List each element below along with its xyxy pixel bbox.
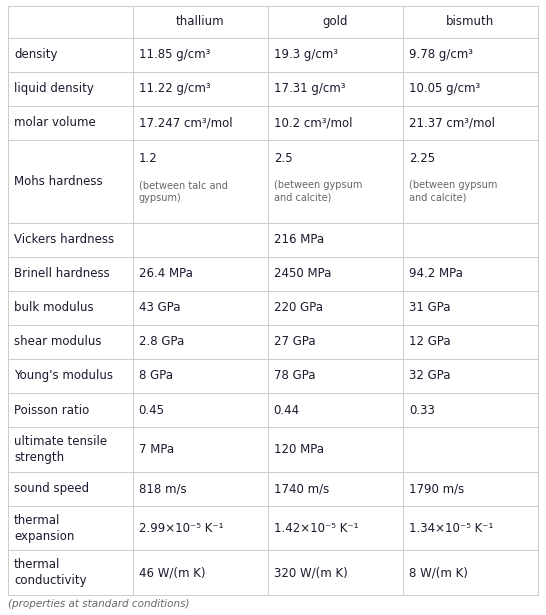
- Text: 320 W/(m K): 320 W/(m K): [274, 566, 347, 579]
- Text: 11.85 g/cm³: 11.85 g/cm³: [139, 49, 210, 62]
- Text: Mohs hardness: Mohs hardness: [14, 175, 103, 188]
- Text: Poisson ratio: Poisson ratio: [14, 403, 89, 416]
- Text: 1.2: 1.2: [139, 152, 157, 165]
- Text: 0.33: 0.33: [409, 403, 435, 416]
- Text: liquid density: liquid density: [14, 82, 94, 95]
- Text: (between gypsum
and calcite): (between gypsum and calcite): [409, 180, 497, 202]
- Text: 21.37 cm³/mol: 21.37 cm³/mol: [409, 116, 495, 129]
- Text: Brinell hardness: Brinell hardness: [14, 268, 110, 280]
- Text: 10.2 cm³/mol: 10.2 cm³/mol: [274, 116, 352, 129]
- Text: 32 GPa: 32 GPa: [409, 370, 450, 383]
- Text: 1740 m/s: 1740 m/s: [274, 482, 329, 495]
- Text: 7 MPa: 7 MPa: [139, 443, 174, 456]
- Text: 2450 MPa: 2450 MPa: [274, 268, 331, 280]
- Text: ultimate tensile
strength: ultimate tensile strength: [14, 435, 107, 464]
- Text: 9.78 g/cm³: 9.78 g/cm³: [409, 49, 473, 62]
- Text: thallium: thallium: [176, 15, 224, 28]
- Text: 1790 m/s: 1790 m/s: [409, 482, 464, 495]
- Text: 12 GPa: 12 GPa: [409, 335, 450, 349]
- Text: 31 GPa: 31 GPa: [409, 301, 450, 314]
- Text: 0.44: 0.44: [274, 403, 300, 416]
- Text: 46 W/(m K): 46 W/(m K): [139, 566, 205, 579]
- Text: 19.3 g/cm³: 19.3 g/cm³: [274, 49, 337, 62]
- Text: 17.247 cm³/mol: 17.247 cm³/mol: [139, 116, 232, 129]
- Text: shear modulus: shear modulus: [14, 335, 102, 349]
- Text: 43 GPa: 43 GPa: [139, 301, 180, 314]
- Text: 94.2 MPa: 94.2 MPa: [409, 268, 462, 280]
- Text: 818 m/s: 818 m/s: [139, 482, 186, 495]
- Text: 26.4 MPa: 26.4 MPa: [139, 268, 192, 280]
- Text: 10.05 g/cm³: 10.05 g/cm³: [409, 82, 480, 95]
- Text: 8 GPa: 8 GPa: [139, 370, 173, 383]
- Text: thermal
conductivity: thermal conductivity: [14, 558, 87, 587]
- Text: density: density: [14, 49, 57, 62]
- Text: 216 MPa: 216 MPa: [274, 234, 324, 247]
- Text: Vickers hardness: Vickers hardness: [14, 234, 114, 247]
- Text: 17.31 g/cm³: 17.31 g/cm³: [274, 82, 345, 95]
- Text: 8 W/(m K): 8 W/(m K): [409, 566, 468, 579]
- Text: sound speed: sound speed: [14, 482, 89, 495]
- Text: Young's modulus: Young's modulus: [14, 370, 113, 383]
- Text: 1.42×10⁻⁵ K⁻¹: 1.42×10⁻⁵ K⁻¹: [274, 522, 358, 534]
- Text: 2.99×10⁻⁵ K⁻¹: 2.99×10⁻⁵ K⁻¹: [139, 522, 223, 534]
- Text: 27 GPa: 27 GPa: [274, 335, 316, 349]
- Text: 11.22 g/cm³: 11.22 g/cm³: [139, 82, 210, 95]
- Text: 2.5: 2.5: [274, 152, 292, 165]
- Text: molar volume: molar volume: [14, 116, 96, 129]
- Text: 0.45: 0.45: [139, 403, 164, 416]
- Text: (between talc and
gypsum): (between talc and gypsum): [139, 180, 228, 202]
- Text: (between gypsum
and calcite): (between gypsum and calcite): [274, 180, 362, 202]
- Text: gold: gold: [323, 15, 348, 28]
- Text: bulk modulus: bulk modulus: [14, 301, 93, 314]
- Text: thermal
expansion: thermal expansion: [14, 514, 74, 542]
- Text: 120 MPa: 120 MPa: [274, 443, 324, 456]
- Text: bismuth: bismuth: [446, 15, 495, 28]
- Text: 2.25: 2.25: [409, 152, 435, 165]
- Text: 220 GPa: 220 GPa: [274, 301, 323, 314]
- Text: 78 GPa: 78 GPa: [274, 370, 315, 383]
- Text: (properties at standard conditions): (properties at standard conditions): [8, 599, 189, 609]
- Text: 2.8 GPa: 2.8 GPa: [139, 335, 184, 349]
- Text: 1.34×10⁻⁵ K⁻¹: 1.34×10⁻⁵ K⁻¹: [409, 522, 493, 534]
